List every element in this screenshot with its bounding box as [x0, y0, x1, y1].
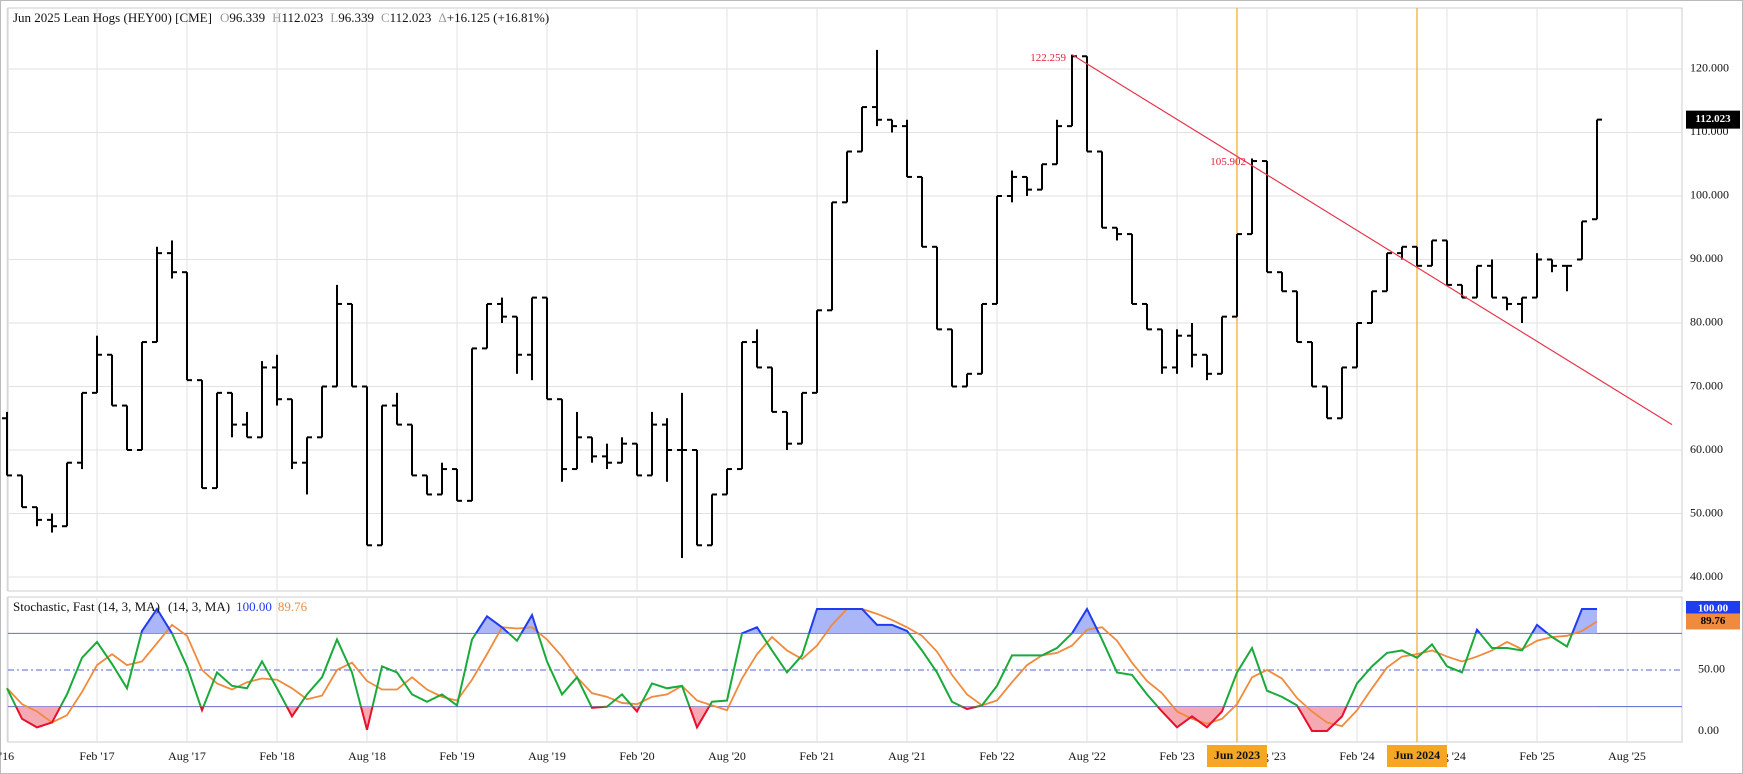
k-line	[6, 633, 1574, 707]
y-tick-label: 60.000	[1690, 442, 1723, 456]
stochastic-subtitle: (14, 3, MA)	[168, 599, 230, 614]
price-box	[1686, 110, 1740, 129]
x-tick-label: Aug '18	[348, 749, 386, 763]
x-tick-label: Aug '17	[168, 749, 206, 763]
stochastic-title: Stochastic, Fast (14, 3, MA)	[13, 599, 160, 614]
marker-box	[1207, 745, 1267, 767]
k-line	[14, 706, 1348, 733]
y-tick-label: 80.000	[1690, 315, 1723, 329]
y-tick-label: 50.000	[1690, 505, 1723, 519]
high-annotation: 122.259	[1030, 52, 1066, 64]
x-tick-label: Feb '19	[439, 749, 474, 763]
price-box-label: 112.023	[1695, 113, 1731, 125]
x-tick-label: Feb '24	[1339, 749, 1374, 763]
x-tick-label: Aug '21	[888, 749, 926, 763]
x-tick-label: Feb '18	[259, 749, 294, 763]
trendline	[1071, 54, 1673, 426]
legend-value: 112.023	[281, 10, 323, 25]
legend-prefix: O	[220, 10, 229, 25]
overbought-fill	[141, 608, 1597, 634]
legend-value: 96.339	[338, 10, 374, 25]
x-tick-label: Feb '23	[1159, 749, 1194, 763]
price-panel	[7, 7, 1683, 592]
x-tick-label: Feb '20	[619, 749, 654, 763]
oversold-fill	[7, 706, 1597, 732]
d-box	[1686, 613, 1740, 630]
marker-label: Jun 2024	[1394, 748, 1440, 762]
x-tick-label: Feb '25	[1519, 749, 1554, 763]
x-tick-label: Aug '20	[708, 749, 746, 763]
title: Jun 2025 Lean Hogs (HEY00) [CME]	[13, 10, 212, 25]
legend-prefix: Δ	[438, 10, 446, 25]
x-tick-label: Aug '22	[1068, 749, 1106, 763]
high-annotation: 105.902	[1210, 156, 1246, 168]
labels: 40.000 50.000 60.000 70.000 80.000 90.000 100.…	[0, 10, 1740, 767]
y2-tick-label: 50.00	[1698, 662, 1725, 676]
legend-prefix: L	[330, 10, 338, 25]
x-tick-label: Feb '22	[979, 749, 1014, 763]
y-tick-label: 90.000	[1690, 251, 1723, 265]
stochastic-header: Stochastic, Fast (14, 3, MA) (14, 3, MA) 1…	[13, 599, 308, 614]
legend-prefix: C	[381, 10, 390, 25]
k-legend: 100.00	[236, 599, 272, 614]
y-tick-label: 100.000	[1690, 188, 1729, 202]
d-box-label: 89.76	[1701, 615, 1726, 627]
marker-box	[1387, 745, 1447, 767]
x-tick-label: Aug '25	[1608, 749, 1646, 763]
k-box-label: 100.00	[1698, 602, 1729, 614]
k-box	[1686, 600, 1740, 617]
grid	[6, 8, 1682, 742]
y-tick-label: 40.000	[1690, 569, 1723, 583]
header: Jun 2025 Lean Hogs (HEY00) [CME] O96.339 H…	[13, 10, 549, 25]
legend-prefix: H	[272, 10, 281, 25]
y-tick-label: 120.000	[1690, 61, 1729, 75]
y2-tick-label: 0.00	[1698, 723, 1719, 737]
d-legend: 89.76	[278, 599, 308, 614]
x-tick-label: Feb '21	[799, 749, 834, 763]
legend-change: +16.125 (+16.81%)	[447, 10, 549, 25]
legend-value: 112.023	[390, 10, 432, 25]
y-tick-label: 70.000	[1690, 378, 1723, 392]
x-tick-label: Feb '17	[79, 749, 114, 763]
x-tick-label: '16	[0, 749, 14, 763]
legend-value: 96.339	[229, 10, 265, 25]
marker-label: Jun 2023	[1214, 748, 1260, 762]
plot	[2, 8, 1673, 742]
x-tick-label: Aug '19	[528, 749, 566, 763]
